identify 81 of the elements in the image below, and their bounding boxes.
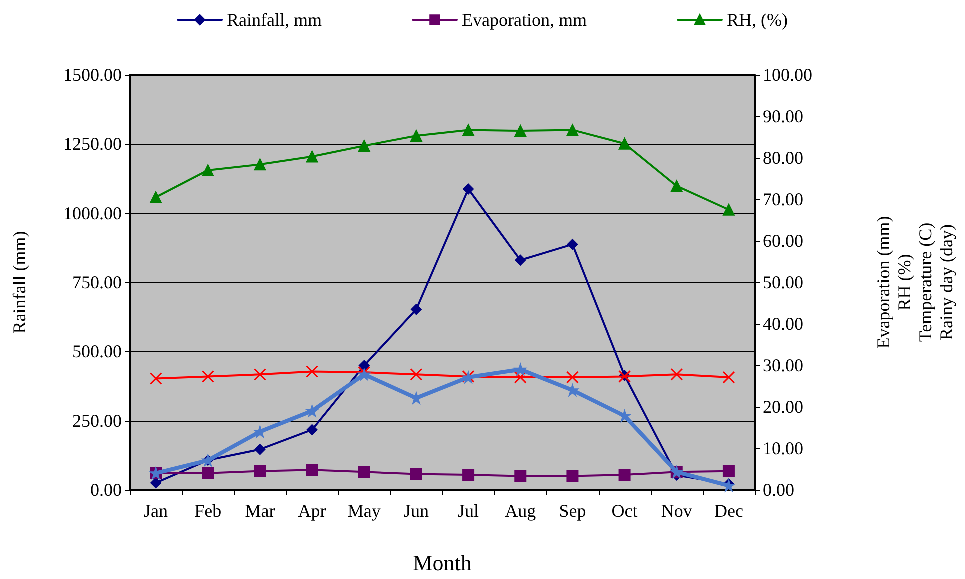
point: [566, 470, 579, 482]
x-tick-label: Mar: [245, 501, 276, 521]
point: [618, 469, 631, 482]
y-tick-label: 250.00: [72, 410, 122, 431]
legend-label: RH, (%): [726, 10, 788, 30]
point: [566, 384, 579, 396]
point: [514, 364, 527, 376]
y2-tick-label: 100.00: [763, 65, 812, 85]
point: [410, 304, 422, 316]
point: [462, 469, 475, 482]
point: [670, 180, 683, 192]
point: [722, 371, 736, 384]
point: [254, 444, 266, 456]
x-tick-label: May: [348, 501, 381, 521]
legend-label: Evaporation, mm: [462, 10, 587, 30]
point: [410, 392, 422, 404]
y2-tick-label: 50.00: [763, 272, 804, 292]
point: [722, 204, 735, 216]
x-tick-label: Jan: [144, 501, 168, 521]
point: [202, 164, 214, 176]
x-tick-label: Nov: [661, 501, 692, 521]
y2-tick-label: 90.00: [763, 106, 804, 126]
point: [618, 410, 631, 422]
y2-tick-label: 80.00: [763, 148, 804, 168]
point: [150, 478, 162, 489]
point: [306, 405, 318, 418]
point: [514, 371, 527, 384]
point: [670, 368, 684, 381]
x-axis-title: Month: [413, 550, 472, 576]
x-tick-label: Oct: [612, 501, 638, 521]
y-tick-label: 0.00: [90, 480, 122, 500]
y2-tick-label: 70.00: [763, 190, 804, 210]
point: [410, 368, 423, 381]
point: [202, 467, 214, 480]
y2-tick-label: 30.00: [763, 356, 804, 376]
x-tick-label: Feb: [194, 501, 222, 521]
y2-tick-label: 10.00: [763, 438, 804, 458]
point: [254, 368, 266, 381]
x-tick-label: Apr: [298, 501, 326, 521]
point: [150, 191, 162, 204]
point: [462, 124, 475, 136]
point: [306, 424, 318, 436]
point: [514, 125, 527, 138]
x-tick-label: Jun: [404, 501, 429, 521]
point: [463, 184, 474, 195]
point: [358, 466, 370, 478]
y-tick-label: 500.00: [72, 342, 122, 362]
point: [514, 470, 527, 482]
x-tick-label: Aug: [505, 501, 536, 521]
y-tick-label: 1000.00: [64, 203, 122, 224]
point: [358, 368, 370, 381]
y-tick-label: 750.00: [72, 272, 122, 292]
point: [722, 465, 735, 478]
x-tick-label: Dec: [714, 501, 744, 521]
x-tick-label: Sep: [559, 501, 586, 521]
point: [306, 150, 318, 163]
point: [410, 468, 422, 480]
point: [515, 254, 526, 266]
point: [410, 130, 422, 142]
y2-axis-title: Evaporation (mm) RH (%) Temperature (C) Rainy day (day): [874, 216, 956, 349]
point: [567, 239, 578, 250]
x-tick-label: Jul: [458, 501, 480, 521]
point: [358, 360, 370, 372]
point: [254, 465, 266, 478]
point: [306, 464, 318, 476]
y2-tick-label: 60.00: [763, 231, 804, 251]
y2-tick-label: 20.00: [763, 397, 804, 417]
point: [566, 371, 579, 384]
y-tick-label: 1250.00: [64, 134, 122, 154]
y2-tick-label: 0.00: [763, 480, 794, 500]
y2-tick-label: 40.00: [763, 314, 804, 334]
point: [306, 365, 319, 378]
point: [202, 370, 214, 383]
y-tick-label: 1500.00: [64, 65, 122, 85]
point: [254, 158, 266, 171]
point: [618, 138, 631, 150]
y-axis-title: Rainfall (mm): [10, 231, 30, 334]
point: [566, 124, 579, 136]
legend-label: Rainfall, mm: [227, 10, 322, 30]
point: [150, 372, 162, 386]
point: [358, 140, 370, 152]
